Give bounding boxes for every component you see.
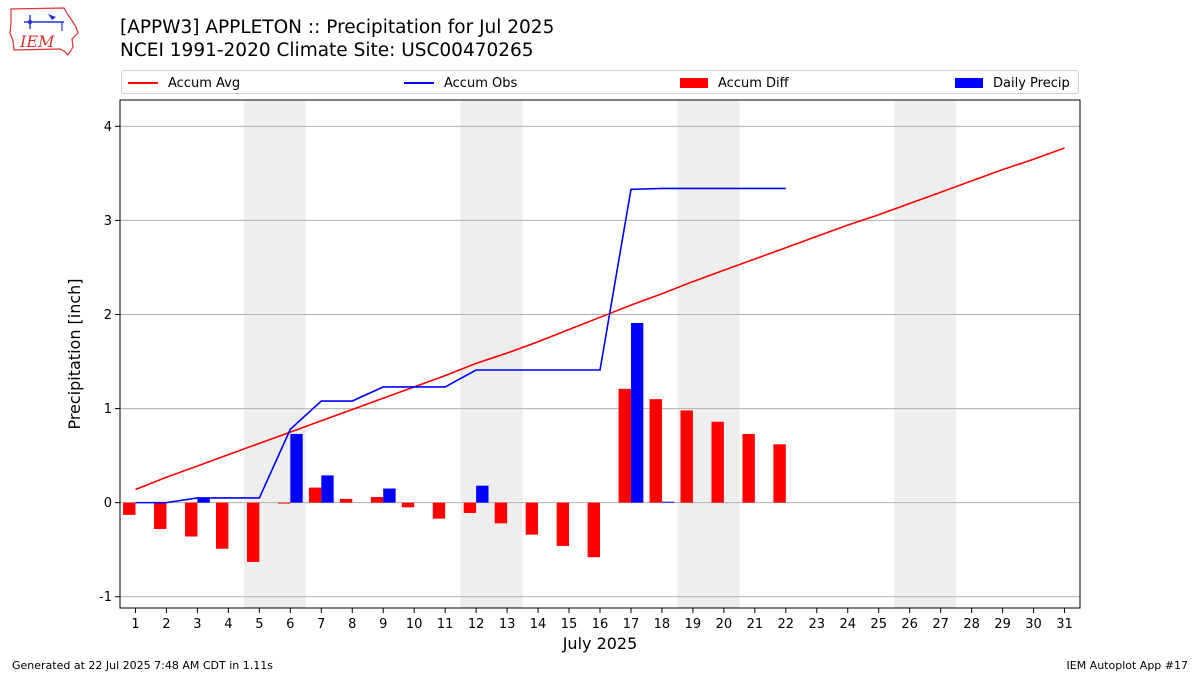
legend-item-accum-avg: Accum Avg: [128, 74, 240, 92]
x-tick-label: 16: [592, 617, 609, 632]
x-tick-label: 2: [162, 617, 170, 632]
x-tick-label: 26: [901, 617, 918, 632]
legend-item-accum-obs: Accum Obs: [404, 74, 517, 92]
x-tick-label: 19: [685, 617, 702, 632]
accum-diff-bar: [773, 444, 786, 503]
accum-diff-bar: [587, 502, 600, 558]
bar-series: [123, 322, 786, 562]
accum-diff-bar: [339, 498, 353, 503]
accum-diff-bar: [618, 388, 631, 503]
legend-label: Accum Diff: [718, 75, 789, 91]
x-tick-label: 9: [379, 617, 387, 632]
x-tick-label: 12: [468, 617, 485, 632]
accum-diff-bar: [463, 502, 477, 513]
accum-diff-bar: [401, 502, 415, 508]
daily-precip-bar: [321, 475, 334, 503]
x-tick-label: 4: [224, 617, 232, 632]
daily-precip-bar: [476, 485, 489, 503]
chart-subtitle: NCEI 1991-2020 Climate Site: USC00470265: [120, 40, 534, 61]
y-gridlines: [120, 125, 1080, 598]
x-tick-label: 14: [530, 617, 547, 632]
daily-precip-bar: [383, 488, 396, 503]
legend-swatch-accum-obs: [404, 82, 434, 84]
x-tick-label: 20: [716, 617, 733, 632]
accum-diff-bar: [185, 502, 198, 537]
weekend-band: [677, 100, 740, 608]
iem-logo: IEM: [8, 5, 80, 59]
x-axis-label: July 2025: [562, 634, 638, 653]
x-tick-label: 5: [255, 617, 263, 632]
legend-label: Accum Avg: [168, 75, 241, 91]
weekend-band: [894, 100, 957, 608]
accum-diff-bar: [123, 502, 136, 515]
daily-precip-bar: [661, 501, 675, 503]
y-tick-label: 2: [104, 308, 112, 323]
x-tick-label: 30: [1025, 617, 1042, 632]
line-series: [135, 147, 1065, 504]
y-axis-ticks: -1 0 1 2 3 4: [99, 120, 120, 605]
x-tick-label: 3: [193, 617, 201, 632]
footer-app-id: IEM Autoplot App #17: [1066, 659, 1189, 672]
accum-diff-bar: [370, 496, 384, 503]
y-tick-label: -1: [99, 590, 112, 605]
x-tick-label: 21: [747, 617, 764, 632]
x-tick-label: 6: [286, 617, 294, 632]
legend-swatch-accum-avg: [128, 82, 158, 84]
y-tick-label: 3: [104, 214, 112, 229]
logo-text: IEM: [19, 32, 55, 51]
x-tick-label: 17: [623, 617, 640, 632]
x-tick-label: 1: [131, 617, 139, 632]
x-tick-label: 27: [932, 617, 949, 632]
x-tick-label: 23: [809, 617, 826, 632]
x-tick-label: 18: [654, 617, 671, 632]
x-axis-ticks: 1 2 3 4 5 6 7 8 9 10 11 12 13 14 15 16 17 18 19 20 21 22 23 24 2…: [131, 608, 1073, 632]
accum-diff-bar: [680, 410, 693, 503]
accum-avg-line: [135, 147, 1065, 491]
y-axis-label: Precipitation [inch]: [65, 278, 84, 429]
accum-diff-bar: [432, 502, 446, 519]
legend-label: Accum Obs: [444, 75, 518, 91]
daily-precip-bar: [290, 433, 303, 503]
x-tick-label: 8: [348, 617, 356, 632]
accum-diff-bar: [711, 421, 724, 503]
x-tick-label: 7: [317, 617, 325, 632]
legend-item-daily-precip: Daily Precip: [955, 74, 1070, 92]
x-tick-label: 24: [839, 617, 856, 632]
legend: Accum Avg Accum Obs Accum Diff Daily Pre…: [121, 70, 1079, 94]
daily-precip-bar: [630, 322, 644, 503]
accum-diff-bar: [308, 487, 322, 503]
accum-diff-bar: [246, 502, 260, 562]
accum-diff-bar: [154, 502, 167, 529]
y-tick-label: 0: [104, 496, 112, 511]
x-tick-label: 15: [561, 617, 578, 632]
x-tick-label: 29: [994, 617, 1011, 632]
legend-swatch-accum-diff: [680, 78, 708, 88]
accum-diff-bar: [277, 502, 291, 504]
accum-diff-bar: [216, 502, 229, 549]
daily-precip-bar: [197, 497, 210, 503]
weekend-band: [460, 100, 523, 608]
x-tick-label: 13: [499, 617, 516, 632]
accum-diff-bar: [742, 433, 755, 503]
x-tick-label: 22: [778, 617, 795, 632]
chart-title: [APPW3] APPLETON :: Precipitation for Ju…: [120, 17, 555, 38]
accum-obs-line: [135, 187, 786, 504]
footer-generated: Generated at 22 Jul 2025 7:48 AM CDT in …: [12, 659, 273, 672]
accum-diff-bar: [494, 502, 508, 524]
x-tick-label: 25: [870, 617, 887, 632]
x-tick-label: 10: [406, 617, 423, 632]
x-tick-label: 31: [1056, 617, 1073, 632]
accum-diff-bar: [556, 502, 570, 546]
x-tick-label: 11: [437, 617, 454, 632]
iowa-state-outline-icon: IEM: [9, 7, 79, 56]
legend-swatch-daily-precip: [955, 78, 983, 88]
y-tick-label: 4: [104, 120, 112, 135]
x-tick-label: 28: [963, 617, 980, 632]
accum-diff-bar: [525, 502, 539, 535]
legend-label: Daily Precip: [993, 75, 1070, 91]
y-tick-label: 1: [104, 402, 112, 417]
accum-diff-bar: [649, 399, 662, 503]
legend-item-accum-diff: Accum Diff: [680, 74, 789, 92]
